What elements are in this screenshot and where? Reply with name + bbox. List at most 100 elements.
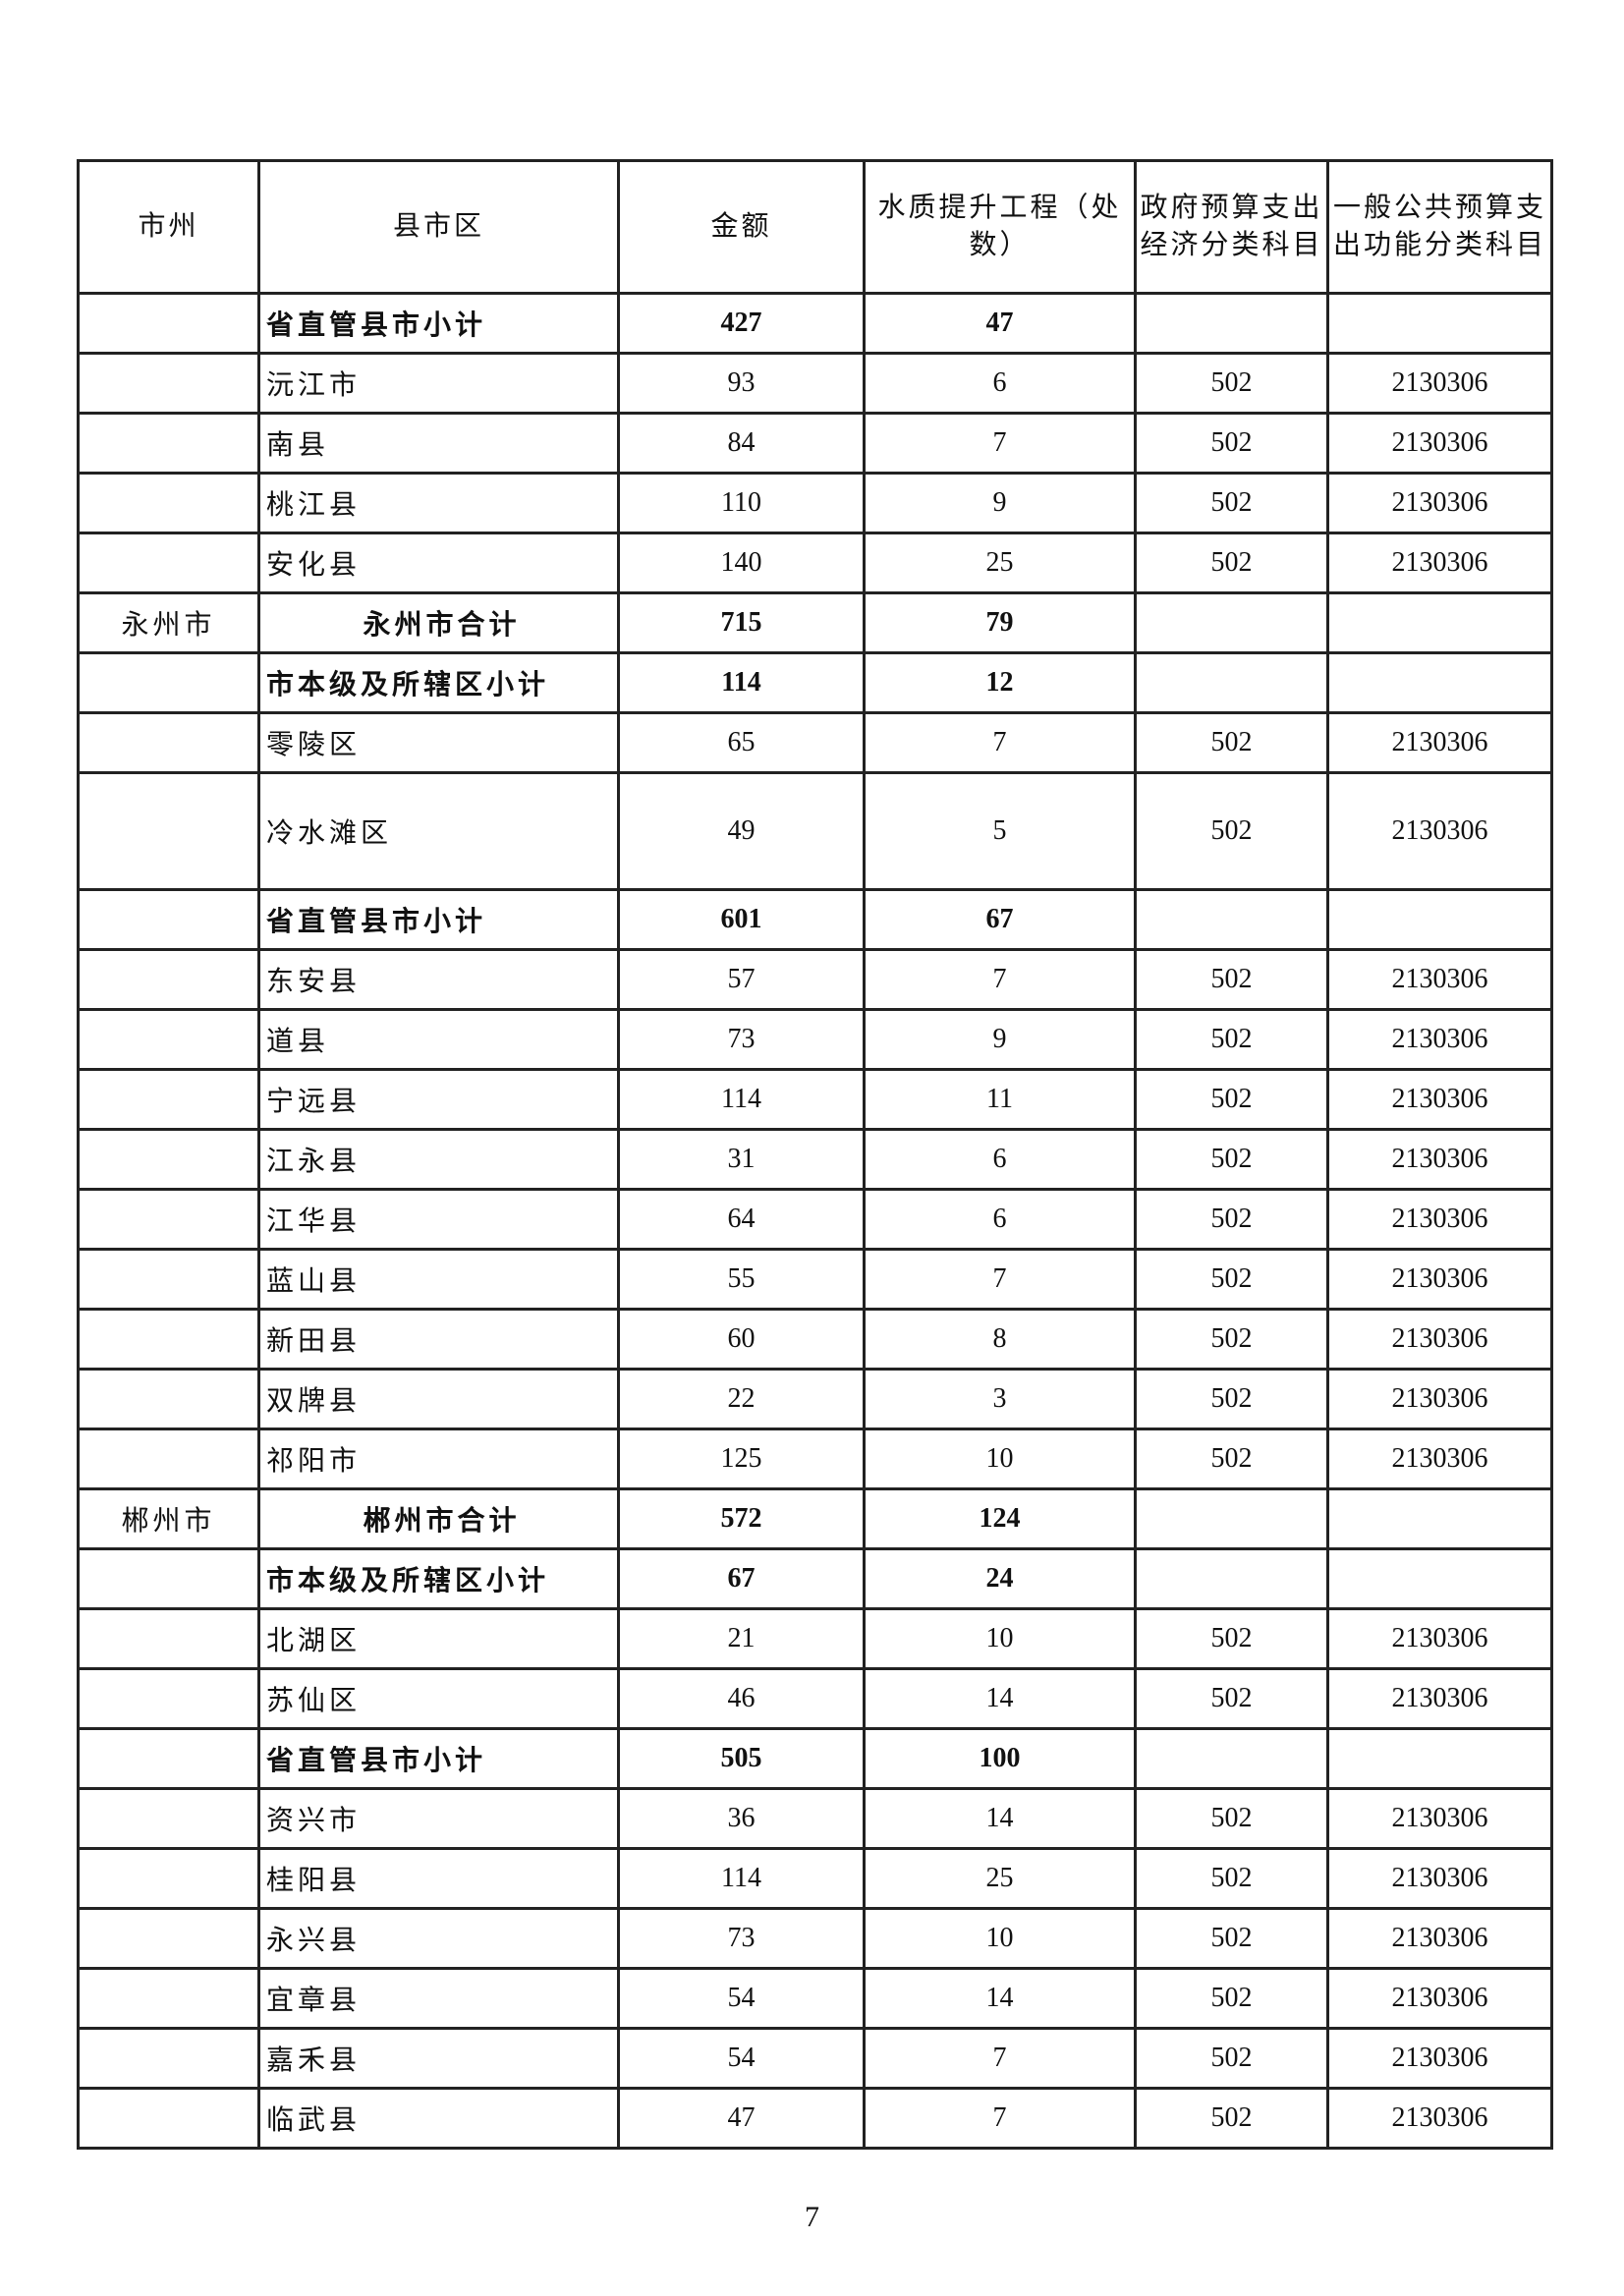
cell-count: 6	[863, 1128, 1137, 1191]
cell-econ-code: 502	[1134, 2087, 1329, 2150]
cell-city	[77, 2027, 260, 2090]
cell-county: 宁远县	[257, 1068, 620, 1131]
table-row: 郴州市 郴州市合计 572 124	[77, 1487, 1553, 1550]
cell-city	[77, 1368, 260, 1430]
table-row: 永州市 永州市合计 715 79	[77, 591, 1553, 654]
table-row: 嘉禾县 54 7 502 2130306	[77, 2027, 1553, 2090]
cell-county: 双牌县	[257, 1368, 620, 1430]
cell-city: 郴州市	[77, 1487, 260, 1550]
cell-count: 47	[863, 292, 1137, 355]
cell-city	[77, 711, 260, 774]
cell-func-code: 2130306	[1326, 1308, 1553, 1371]
cell-city	[77, 1727, 260, 1790]
cell-city	[77, 1967, 260, 2030]
cell-city: 永州市	[77, 591, 260, 654]
cell-econ-code: 502	[1134, 1368, 1329, 1430]
cell-city	[77, 1188, 260, 1251]
table-row: 江永县 31 6 502 2130306	[77, 1128, 1553, 1191]
table-header: 市州 县市区 金额 水质提升工程（处数） 政府预算支出经济分类科目 一般公共预算…	[77, 159, 1553, 295]
header-econ-code: 政府预算支出经济分类科目	[1134, 159, 1329, 295]
table-row: 宜章县 54 14 502 2130306	[77, 1967, 1553, 2030]
cell-count: 14	[863, 1787, 1137, 1850]
cell-count: 12	[863, 651, 1137, 714]
table-row: 市本级及所辖区小计 114 12	[77, 651, 1553, 714]
cell-econ-code: 502	[1134, 1068, 1329, 1131]
cell-amount: 57	[617, 948, 866, 1011]
cell-city	[77, 472, 260, 534]
cell-amount: 47	[617, 2087, 866, 2150]
cell-econ-code: 502	[1134, 1008, 1329, 1071]
cell-func-code: 2130306	[1326, 711, 1553, 774]
header-amount: 金额	[617, 159, 866, 295]
cell-county: 江华县	[257, 1188, 620, 1251]
cell-econ-code: 502	[1134, 352, 1329, 415]
cell-func-code	[1326, 1727, 1553, 1790]
cell-func-code: 2130306	[1326, 352, 1553, 415]
cell-amount: 114	[617, 1068, 866, 1131]
cell-amount: 46	[617, 1667, 866, 1730]
budget-table: 市州 县市区 金额 水质提升工程（处数） 政府预算支出经济分类科目 一般公共预算…	[77, 159, 1553, 2150]
cell-amount: 84	[617, 412, 866, 475]
header-count: 水质提升工程（处数）	[863, 159, 1137, 295]
cell-econ-code	[1134, 651, 1329, 714]
cell-econ-code: 502	[1134, 1128, 1329, 1191]
table-row: 宁远县 114 11 502 2130306	[77, 1068, 1553, 1131]
cell-county: 省直管县市小计	[257, 292, 620, 355]
cell-func-code: 2130306	[1326, 1667, 1553, 1730]
header-func-code: 一般公共预算支出功能分类科目	[1326, 159, 1553, 295]
cell-econ-code: 502	[1134, 1248, 1329, 1311]
cell-county: 东安县	[257, 948, 620, 1011]
cell-amount: 54	[617, 1967, 866, 2030]
cell-func-code	[1326, 1547, 1553, 1610]
cell-func-code: 2130306	[1326, 1068, 1553, 1131]
cell-econ-code: 502	[1134, 711, 1329, 774]
table-row: 新田县 60 8 502 2130306	[77, 1308, 1553, 1371]
cell-county: 蓝山县	[257, 1248, 620, 1311]
cell-func-code	[1326, 591, 1553, 654]
cell-amount: 427	[617, 292, 866, 355]
cell-econ-code	[1134, 1487, 1329, 1550]
cell-count: 25	[863, 1847, 1137, 1910]
cell-amount: 114	[617, 651, 866, 714]
table-row: 冷水滩区 49 5 502 2130306	[77, 771, 1553, 891]
cell-econ-code	[1134, 888, 1329, 951]
cell-econ-code: 502	[1134, 2027, 1329, 2090]
cell-func-code: 2130306	[1326, 1907, 1553, 1970]
cell-count: 11	[863, 1068, 1137, 1131]
cell-city	[77, 1607, 260, 1670]
table-row: 北湖区 21 10 502 2130306	[77, 1607, 1553, 1670]
table-row: 省直管县市小计 601 67	[77, 888, 1553, 951]
table-row: 安化县 140 25 502 2130306	[77, 532, 1553, 594]
table-row: 南县 84 7 502 2130306	[77, 412, 1553, 475]
cell-county: 临武县	[257, 2087, 620, 2150]
cell-econ-code: 502	[1134, 771, 1329, 891]
table-row: 苏仙区 46 14 502 2130306	[77, 1667, 1553, 1730]
cell-city	[77, 1068, 260, 1131]
cell-county: 苏仙区	[257, 1667, 620, 1730]
table-row: 东安县 57 7 502 2130306	[77, 948, 1553, 1011]
cell-count: 7	[863, 412, 1137, 475]
table-row: 临武县 47 7 502 2130306	[77, 2087, 1553, 2150]
cell-econ-code	[1134, 292, 1329, 355]
cell-amount: 31	[617, 1128, 866, 1191]
cell-func-code	[1326, 1487, 1553, 1550]
table-row: 江华县 64 6 502 2130306	[77, 1188, 1553, 1251]
cell-city	[77, 1248, 260, 1311]
cell-func-code: 2130306	[1326, 1787, 1553, 1850]
cell-city	[77, 292, 260, 355]
header-county: 县市区	[257, 159, 620, 295]
table-row: 永兴县 73 10 502 2130306	[77, 1907, 1553, 1970]
cell-amount: 572	[617, 1487, 866, 1550]
cell-count: 67	[863, 888, 1137, 951]
cell-count: 9	[863, 1008, 1137, 1071]
cell-func-code: 2130306	[1326, 1248, 1553, 1311]
cell-county: 道县	[257, 1008, 620, 1071]
cell-func-code: 2130306	[1326, 1368, 1553, 1430]
cell-count: 124	[863, 1487, 1137, 1550]
table-row: 双牌县 22 3 502 2130306	[77, 1368, 1553, 1430]
cell-econ-code: 502	[1134, 1907, 1329, 1970]
cell-econ-code: 502	[1134, 1428, 1329, 1490]
cell-count: 24	[863, 1547, 1137, 1610]
cell-econ-code: 502	[1134, 948, 1329, 1011]
cell-amount: 114	[617, 1847, 866, 1910]
